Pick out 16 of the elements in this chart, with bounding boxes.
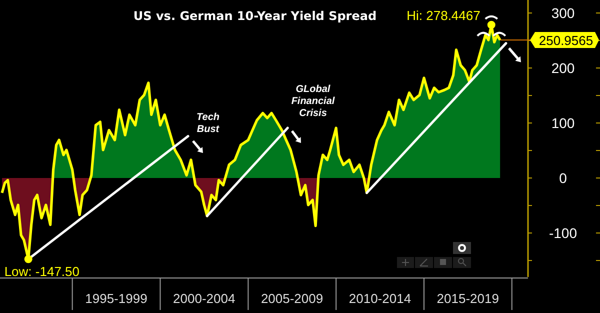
annotation: Low: -147.50 (4, 264, 80, 280)
x-tick-label: 1995-1999 (85, 291, 148, 306)
y-tick-label: 300 (551, 5, 575, 21)
y-tick-label: 0 (559, 170, 568, 186)
y-tick-label: 200 (551, 60, 575, 76)
annotation: 250.9565 (538, 32, 594, 48)
x-tick-label: 2005-2009 (260, 291, 324, 306)
y-tick-label: -100 (548, 225, 578, 241)
annotation: Hi: 278.4467 (406, 8, 480, 23)
x-tick-label: 2010-2014 (348, 291, 412, 306)
x-tick-label: 2000-2004 (173, 291, 236, 306)
x-tick-label: 2015-2019 (436, 291, 499, 306)
y-tick-label: 100 (551, 115, 575, 131)
text: US vs. German 10-Year Yield Spread (133, 9, 377, 23)
annotation: Tech Bust (196, 112, 220, 135)
annotation: GLobal Financial Crisis (291, 84, 335, 119)
